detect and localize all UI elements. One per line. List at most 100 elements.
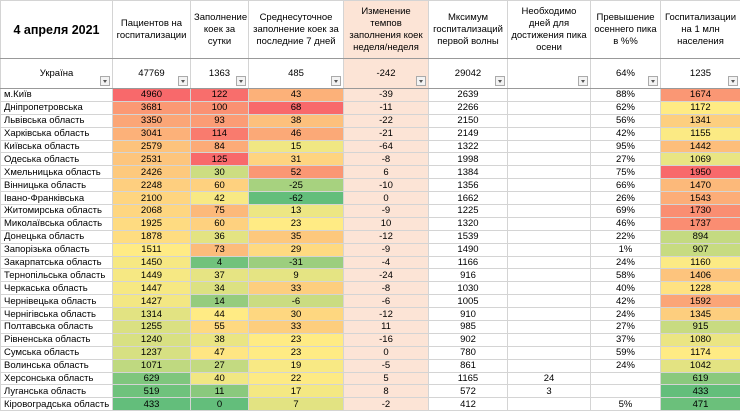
cell: [507, 281, 591, 296]
cell: 1042: [660, 358, 740, 373]
cell: 1450: [112, 255, 191, 270]
column-header: Пациентов на госпитализации: [112, 0, 191, 59]
cell: 780: [428, 345, 508, 360]
cell: 433: [112, 397, 191, 412]
cell: 11: [190, 384, 249, 399]
cell: 62%: [590, 100, 661, 115]
cell: 433: [660, 384, 740, 399]
region-name: Дніпропетровська: [0, 100, 113, 115]
region-name: Луганська область: [0, 384, 113, 399]
cell: 68: [248, 100, 344, 115]
cell: 22%: [590, 229, 661, 244]
cell: 42%: [590, 126, 661, 141]
cell: 52: [248, 165, 344, 180]
cell: [507, 100, 591, 115]
cell: 1925: [112, 216, 191, 231]
cell: 38: [248, 113, 344, 128]
cell: 1356: [428, 178, 508, 193]
cell: 5%: [590, 397, 661, 412]
cell: 915: [660, 320, 740, 334]
cell: 1363: [190, 58, 249, 89]
cell: 1%: [590, 242, 661, 257]
region-row: Одеська область 2531 125 31 -8 1998 27% 1069: [0, 152, 740, 167]
cell: 1172: [660, 100, 740, 115]
cell: 47769: [112, 58, 191, 89]
region-name: Рівненська область: [0, 332, 113, 347]
cell: 75: [190, 204, 249, 218]
cell: -64: [343, 139, 429, 154]
cell: 1225: [428, 204, 508, 218]
cell: 24%: [590, 307, 661, 322]
cell: [507, 332, 591, 347]
region-name: м.Київ: [0, 88, 113, 102]
filter-button[interactable]: [648, 76, 658, 86]
cell: 619: [660, 371, 740, 386]
cell: 9: [248, 268, 344, 283]
cell: [507, 345, 591, 360]
cell: 3041: [112, 126, 191, 141]
cell: 14: [190, 294, 249, 309]
cell: [507, 165, 591, 180]
cell: 1730: [660, 204, 740, 218]
cell: 5: [343, 371, 429, 386]
cell: 43: [248, 88, 344, 102]
filter-button[interactable]: [178, 76, 188, 86]
cell: -8: [343, 281, 429, 296]
cell: 23: [248, 332, 344, 347]
cell: 15: [248, 139, 344, 154]
cell: 58%: [590, 268, 661, 283]
cell: [507, 216, 591, 231]
region-name: Івано-Франківська: [0, 191, 113, 206]
filter-button[interactable]: [728, 76, 738, 86]
region-row: Івано-Франківська 2100 42 -62 0 1662 26% 1543: [0, 191, 740, 206]
cell: 46: [248, 126, 344, 141]
cell: 1228: [660, 281, 740, 296]
cell: 46%: [590, 216, 661, 231]
region-row: Волинська область 1071 27 19 -5 861 24% 1042: [0, 358, 740, 373]
region-row: Львівська область 3350 93 38 -22 2150 56% 1341: [0, 113, 740, 128]
cell: [507, 58, 591, 89]
cell: -62: [248, 191, 344, 206]
cell: 1447: [112, 281, 191, 296]
cell: 0: [190, 397, 249, 412]
cell: -242: [343, 58, 429, 89]
cell: -9: [343, 204, 429, 218]
filter-button[interactable]: [578, 76, 588, 86]
cell: 30: [190, 165, 249, 180]
region-row: Кіровоградська область 433 0 7 -2 412 5% 471: [0, 397, 740, 412]
cell: 66%: [590, 178, 661, 193]
filter-button[interactable]: [100, 76, 110, 86]
cell: 37: [190, 268, 249, 283]
cell: -4: [343, 255, 429, 270]
cell: 88%: [590, 88, 661, 102]
cell: 1442: [660, 139, 740, 154]
cell: 1592: [660, 294, 740, 309]
cell: 27%: [590, 152, 661, 167]
cell: 24%: [590, 255, 661, 270]
cell: 33: [248, 320, 344, 334]
cell: 1166: [428, 255, 508, 270]
region-row: Черкаська область 1447 34 33 -8 1030 40% 1228: [0, 281, 740, 296]
region-name: Полтавська область: [0, 320, 113, 334]
cell: 47: [190, 345, 249, 360]
cell: 23: [248, 216, 344, 231]
region-name: Хмельницька область: [0, 165, 113, 180]
cell: 0: [343, 191, 429, 206]
cell: [507, 358, 591, 373]
cell: [507, 204, 591, 218]
cell: 1160: [660, 255, 740, 270]
cell: -8: [343, 152, 429, 167]
filter-button[interactable]: [331, 76, 341, 86]
filter-button[interactable]: [495, 76, 505, 86]
column-header: Заполнение коек за сутки: [190, 0, 249, 59]
filter-button[interactable]: [236, 76, 246, 86]
filter-button[interactable]: [416, 76, 426, 86]
cell: 95%: [590, 139, 661, 154]
cell: 10: [343, 216, 429, 231]
cell: 114: [190, 126, 249, 141]
cell: -2: [343, 397, 429, 412]
region-row: Хмельницька область 2426 30 52 6 1384 75% 1950: [0, 165, 740, 180]
cell: [507, 139, 591, 154]
cell: -16: [343, 332, 429, 347]
